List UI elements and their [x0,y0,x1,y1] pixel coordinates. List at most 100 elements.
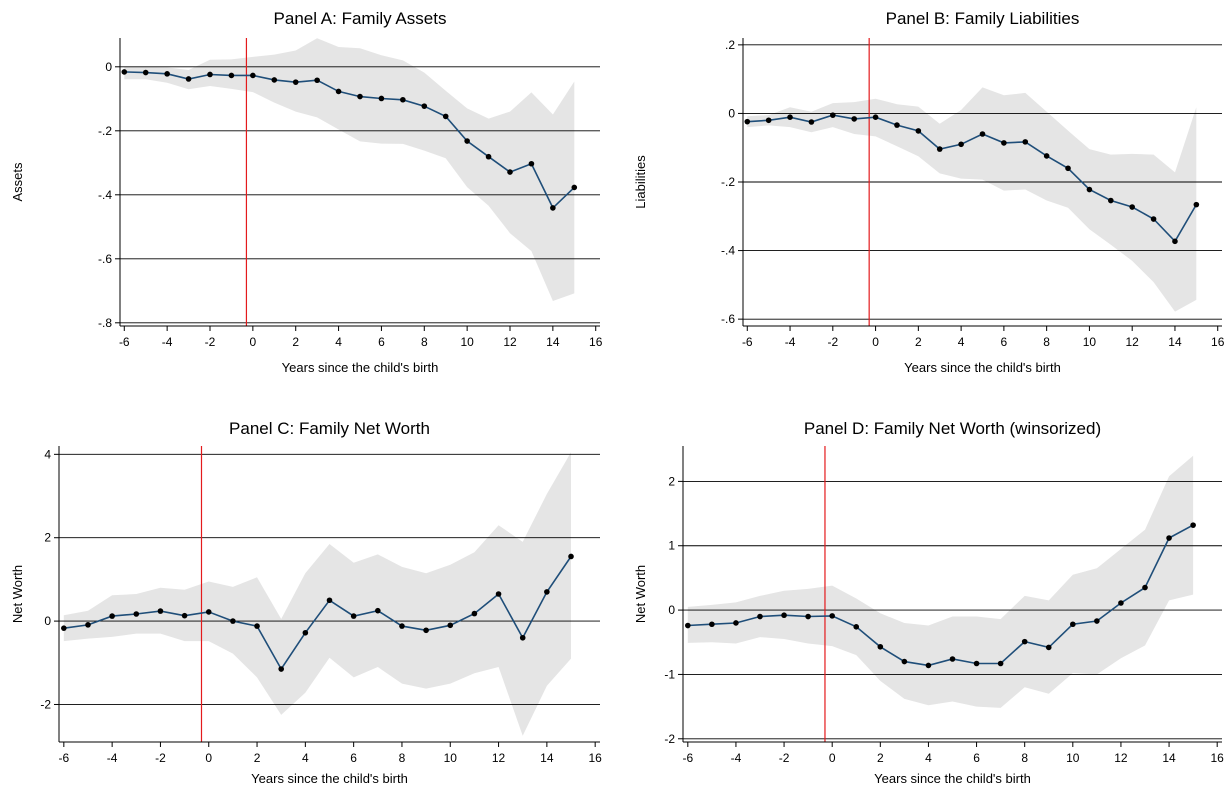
data-point [314,77,320,84]
y-tick-label: -.4 [98,188,112,202]
data-point [278,666,284,672]
y-tick-label: -.2 [721,175,735,189]
x-tick-label: 10 [460,335,474,349]
data-point [709,621,715,628]
data-point [685,622,691,629]
data-point [350,613,357,619]
data-point [550,205,556,211]
data-point [109,613,115,619]
x-tick-label: 16 [589,335,603,349]
chart-panel-3: 4 2 0 -2 -6 -4 -2 0 2 4 6 8 10 12 14 16 Panel C: Family … [10,419,602,786]
data-point [958,141,964,148]
data-point [925,662,932,669]
x-tick-label: -2 [827,335,838,349]
x-tick-label: 2 [915,335,922,349]
data-point [185,76,192,82]
x-tick-label: 10 [1066,751,1080,765]
data-point [1166,535,1172,541]
x-tick-label: -4 [162,335,173,349]
x-tick-label: 0 [250,335,257,349]
data-point [181,612,188,619]
y-axis-title: Net Worth [633,565,648,623]
data-point [872,114,879,120]
y-tick-label: -2 [40,697,51,711]
data-point [421,103,428,109]
x-tick-label: 8 [1021,751,1028,765]
y-tick-label: 0 [728,106,735,120]
data-point [271,77,278,83]
x-tick-label: 6 [378,335,385,349]
data-point [207,71,213,78]
x-tick-label: -4 [107,751,118,765]
data-point [544,589,550,595]
data-point [495,591,502,597]
data-point [877,643,884,650]
data-point [1094,618,1100,624]
panel-title: Panel D: Family Net Worth (winsorized) [804,419,1101,438]
x-tick-label: 2 [877,751,884,765]
data-point [471,610,478,617]
panel-title: Panel B: Family Liabilities [886,9,1080,28]
y-tick-label: .2 [725,38,735,52]
panel-title: Panel C: Family Net Worth [229,419,430,438]
confidence-band [124,38,575,302]
x-tick-label: 2 [254,751,261,765]
x-tick-label: -6 [119,335,130,349]
y-tick-label: -.8 [98,316,112,330]
data-point [230,618,236,624]
y-tick-label: -.4 [721,244,735,258]
y-tick-label: 0 [105,60,112,74]
y-tick-label: 1 [668,539,675,553]
x-tick-label: 16 [1211,751,1225,765]
data-point [1001,140,1007,146]
data-point [1070,621,1076,628]
x-tick-label: 12 [1126,335,1140,349]
data-point [851,116,857,122]
data-point [979,131,986,137]
data-point [1021,638,1028,645]
series-line [687,524,1194,667]
x-tick-label: 12 [492,751,506,765]
data-point [1086,186,1093,193]
x-tick-label: 0 [829,751,836,765]
data-point [901,658,908,665]
x-tick-label: -4 [785,335,796,349]
data-point [228,72,235,79]
data-point [829,613,835,619]
data-point [142,69,149,76]
confidence-band [747,87,1197,312]
data-point [781,612,787,619]
data-point [1065,165,1071,172]
y-tick-label: 2 [44,531,51,545]
x-tick-label: 12 [1114,751,1128,765]
x-tick-label: 14 [1168,335,1182,349]
data-point [507,169,513,175]
data-point [423,627,429,634]
series-line [747,114,1197,243]
data-point [164,71,170,77]
y-tick-label: -.6 [721,312,735,326]
data-point [519,634,526,641]
panel-title: Panel A: Family Assets [274,9,447,28]
x-tick-label: 0 [205,751,212,765]
data-point [528,160,535,167]
y-axis-title: Net Worth [10,565,25,623]
data-point [1150,216,1157,222]
x-tick-label: 4 [302,751,309,765]
data-point [757,613,763,620]
chart-panel-2: .2 0 -.2 -.4 -.6 -6 -4 -2 0 2 4 6 8 10 12 14 16 Panel B: … [633,9,1225,375]
x-tick-label: 14 [540,751,554,765]
data-point [568,553,574,560]
data-point [326,597,333,604]
x-tick-label: -2 [155,751,166,765]
data-point [765,117,772,124]
x-axis-title: Years since the child's birth [282,360,439,375]
data-point [830,112,836,118]
x-tick-label: -6 [742,335,753,349]
y-tick-label: 2 [668,474,675,488]
y-axis-title: Liabilities [633,155,648,209]
data-point [61,625,67,631]
y-tick-label: 0 [44,614,51,628]
data-point [1118,600,1124,606]
